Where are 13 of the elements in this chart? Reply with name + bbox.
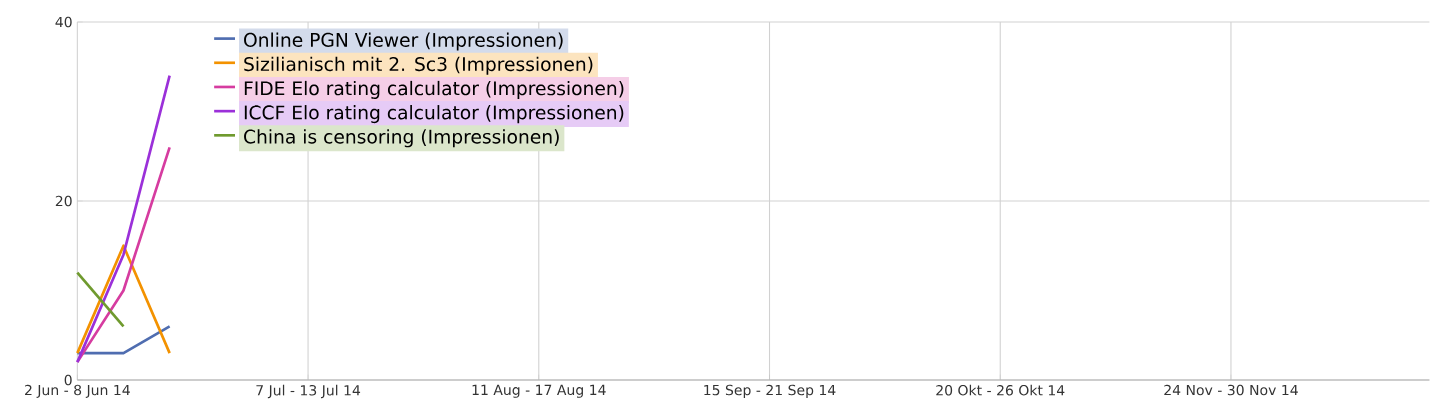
y-tick-label: 0 xyxy=(64,374,72,386)
legend-label: FIDE Elo rating calculator (Impressionen) xyxy=(244,80,624,99)
legend-label: China is censoring (Impressionen) xyxy=(244,129,559,148)
x-tick-label: 24 Nov - 30 Nov 14 xyxy=(1164,384,1298,396)
legend-label: ICCF Elo rating calculator (Impressionen) xyxy=(244,105,624,124)
x-tick-label: 7 Jul - 13 Jul 14 xyxy=(256,384,361,399)
y-tick-label: 40 xyxy=(55,16,72,28)
legend-label: Online PGN Viewer (Impressionen) xyxy=(244,32,563,51)
x-tick-label: 15 Sep - 21 Sep 14 xyxy=(704,384,836,399)
x-tick-label: 11 Aug - 17 Aug 14 xyxy=(472,384,606,398)
y-tick-label: 20 xyxy=(55,195,72,207)
legend-label: Sizilianisch mit 2. Sc3 (Impressionen) xyxy=(244,56,593,75)
x-tick-label: 20 Okt - 26 Okt 14 xyxy=(936,384,1065,396)
